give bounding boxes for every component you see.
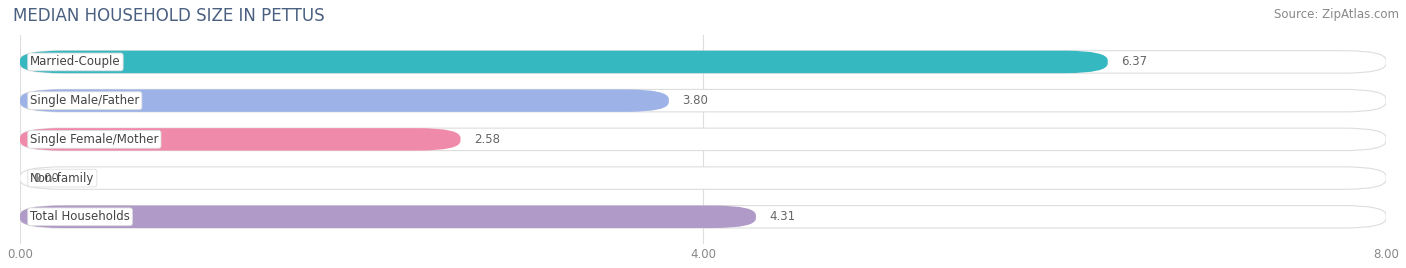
FancyBboxPatch shape bbox=[20, 206, 756, 228]
FancyBboxPatch shape bbox=[20, 51, 1108, 73]
Text: 2.58: 2.58 bbox=[474, 133, 501, 146]
FancyBboxPatch shape bbox=[20, 206, 1386, 228]
FancyBboxPatch shape bbox=[20, 90, 669, 112]
Text: Source: ZipAtlas.com: Source: ZipAtlas.com bbox=[1274, 8, 1399, 21]
Text: Single Male/Father: Single Male/Father bbox=[30, 94, 139, 107]
FancyBboxPatch shape bbox=[20, 90, 1386, 112]
Text: 4.31: 4.31 bbox=[769, 210, 796, 223]
FancyBboxPatch shape bbox=[20, 167, 1386, 189]
Text: 3.80: 3.80 bbox=[682, 94, 709, 107]
Text: MEDIAN HOUSEHOLD SIZE IN PETTUS: MEDIAN HOUSEHOLD SIZE IN PETTUS bbox=[13, 7, 325, 25]
Text: 0.00: 0.00 bbox=[34, 172, 59, 185]
Text: 6.37: 6.37 bbox=[1122, 55, 1147, 68]
Text: Total Households: Total Households bbox=[30, 210, 129, 223]
Text: Non-family: Non-family bbox=[30, 172, 94, 185]
Text: Married-Couple: Married-Couple bbox=[30, 55, 121, 68]
FancyBboxPatch shape bbox=[20, 51, 1386, 73]
FancyBboxPatch shape bbox=[20, 128, 461, 151]
Text: Single Female/Mother: Single Female/Mother bbox=[30, 133, 159, 146]
FancyBboxPatch shape bbox=[20, 128, 1386, 151]
